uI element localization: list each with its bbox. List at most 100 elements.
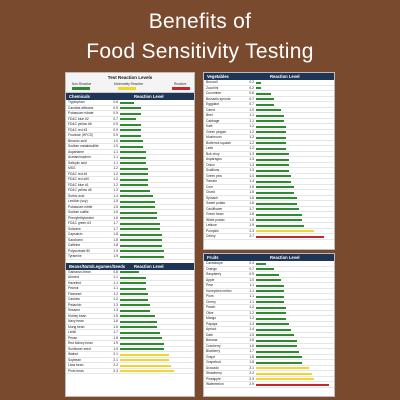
item-value: 1.2 [113, 166, 118, 170]
item-value: 1.9 [113, 248, 118, 253]
item-name: Broccoli [206, 80, 218, 84]
item-value: 0.9 [249, 272, 254, 276]
item-name: Spinach [206, 195, 218, 200]
reaction-bar [256, 125, 287, 128]
item-name: Mung bean [68, 324, 85, 329]
list-item: Bok choy 1.3 [204, 152, 334, 157]
item-name: Cashew [68, 297, 80, 301]
item-value: 1.2 [113, 182, 118, 187]
reaction-bar [120, 276, 146, 279]
list-item: Orange 0.7 [204, 267, 334, 272]
reaction-bar [120, 250, 165, 253]
reaction-bar [120, 304, 151, 307]
item-value: 0.7 [249, 102, 254, 106]
item-name: Garbanzo bean [68, 269, 91, 274]
item-name: Butternut squash [206, 140, 231, 145]
list-item: FD&C red #4 1.2 [66, 171, 194, 177]
item-name: Lettuce [206, 223, 217, 227]
list-item: Pistachio 1.3 [66, 302, 194, 308]
item-value: 1.6 [249, 201, 254, 205]
vegetables-header: Vegetables Reaction Level [204, 73, 334, 80]
item-name: FD&C yellow #5 [68, 188, 92, 192]
list-item: Fructose (HFCS) 0.9 [66, 133, 194, 139]
vegetables-title: Vegetables [207, 74, 229, 79]
list-item: Onion 1.3 [204, 163, 334, 168]
reaction-bar [256, 328, 292, 331]
reaction-bar [256, 164, 289, 167]
item-value: 1.9 [113, 254, 118, 258]
reaction-bar [256, 367, 310, 370]
item-name: Green bean [206, 212, 224, 216]
reaction-bar [256, 120, 284, 123]
reaction-bar [120, 287, 146, 290]
item-name: Grapefruit [206, 360, 221, 364]
reaction-bar [256, 306, 287, 309]
reaction-bar [120, 211, 158, 214]
list-item: Kidney bean 1.5 [66, 314, 194, 319]
item-name: FD&C red #4 [68, 171, 88, 176]
list-item: Olive 1.2 [204, 311, 334, 316]
list-item: Sesame 1.3 [66, 308, 194, 314]
item-value: 1.7 [113, 226, 118, 231]
list-item: Pineapple 2.3 [204, 377, 334, 382]
item-name: Polysorbate 80 [68, 248, 90, 253]
item-name: Lima bean [68, 363, 84, 367]
item-name: FD&C red #40 [68, 177, 90, 181]
item-name: Pecan [68, 335, 78, 340]
item-value: 1.9 [113, 341, 118, 345]
reaction-bar [120, 162, 146, 165]
list-item: Green pea 1.4 [204, 174, 334, 179]
list-item: Papaya 1.3 [204, 322, 334, 327]
reaction-bar [120, 353, 169, 356]
beans-reaction-level-label: Reaction Level [134, 263, 164, 269]
list-item: Beet 1.1 [204, 113, 334, 119]
beans-header: Beans/Nuts/Legumes/Seeds Reaction Level [66, 262, 194, 270]
list-item: Peanut 1.1 [66, 286, 194, 292]
item-value: 1.2 [113, 171, 118, 176]
item-value: 2.7 [249, 234, 254, 238]
reaction-bar [120, 195, 153, 198]
reaction-bar [120, 107, 141, 110]
list-item: Benzoic acid 1.0 [66, 138, 194, 144]
list-item: Lima bean 2.2 [66, 363, 194, 369]
list-item: Celery 2.7 [204, 234, 334, 240]
legend-label-reactive: Reactive [174, 82, 187, 86]
list-item: Phenylethylamine 1.6 [66, 216, 194, 221]
item-value: 1.8 [249, 354, 254, 359]
list-item: Cauliflower 1.7 [204, 207, 334, 212]
item-value: 0.9 [113, 127, 118, 132]
item-name: Mushroom [206, 135, 222, 139]
reaction-bar [120, 370, 174, 373]
list-item: Green pepper 1.2 [204, 129, 334, 135]
reaction-bar [256, 361, 302, 364]
item-value: 1.3 [113, 308, 118, 312]
reaction-bar [256, 98, 274, 101]
item-value: 1.0 [113, 138, 118, 143]
item-value: 0.9 [113, 133, 118, 137]
item-value: 1.7 [113, 330, 118, 334]
list-item: Apricot 1.4 [204, 327, 334, 333]
item-name: Solanine [68, 226, 81, 231]
reaction-bar [120, 178, 148, 181]
list-item: Solanine 1.7 [66, 226, 194, 232]
list-item: Pinto bean 2.3 [66, 369, 194, 374]
list-item: Potassium nitrate 0.9 [66, 111, 194, 117]
list-item: Polysorbate 80 1.9 [66, 248, 194, 254]
item-value: 1.2 [249, 129, 254, 134]
list-item: FD&C blue #1 1.2 [66, 182, 194, 188]
item-value: 2.1 [249, 365, 254, 370]
item-name: Apple [206, 277, 215, 282]
item-name: Benzoic acid [68, 138, 87, 143]
list-item: Scallions 1.3 [204, 168, 334, 174]
item-value: 1.1 [113, 155, 118, 159]
item-value: 1.8 [249, 360, 254, 364]
reaction-bar [120, 206, 155, 209]
reaction-bar [256, 92, 272, 95]
list-item: Red kidney bean 1.9 [66, 341, 194, 347]
item-value: 1.1 [249, 283, 254, 287]
list-item: Grape 1.8 [204, 354, 334, 360]
list-item: Grapefruit 1.8 [204, 360, 334, 366]
item-name: FD&C blue #1 [68, 182, 89, 187]
list-item: Soybean 2.1 [66, 358, 194, 363]
item-name: Pistachio [68, 302, 82, 307]
